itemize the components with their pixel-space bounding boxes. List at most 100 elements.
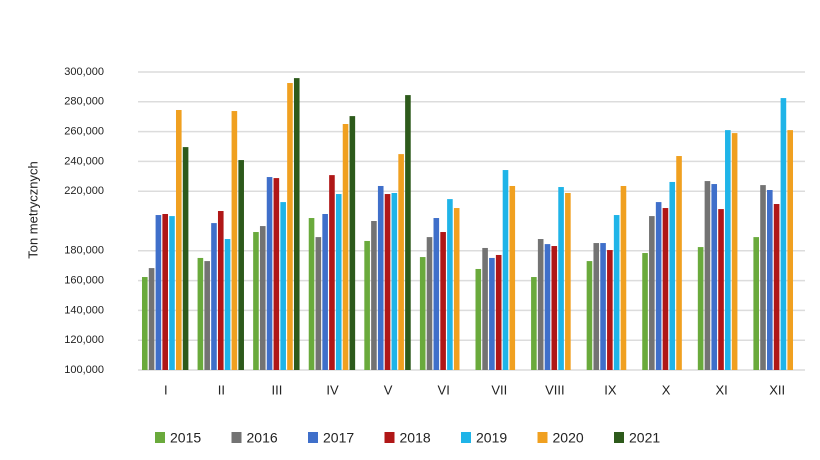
bar [308, 218, 315, 370]
bar [204, 261, 210, 370]
bar [531, 277, 537, 370]
bar [607, 250, 613, 370]
bar [773, 204, 780, 370]
y-tick-label: 180,000 [64, 245, 104, 257]
x-tick-label: IX [604, 382, 617, 397]
bar [551, 246, 558, 370]
y-tick-label: 220,000 [64, 185, 104, 197]
legend-label: 2018 [400, 430, 431, 446]
bar [211, 223, 217, 370]
bar [398, 154, 404, 370]
bar [342, 124, 349, 370]
bar [371, 221, 377, 370]
bar [731, 133, 738, 370]
bar [273, 178, 280, 370]
bar [433, 218, 440, 370]
x-tick-label: X [662, 382, 671, 397]
bar [224, 239, 231, 370]
bar [600, 243, 606, 370]
bar [377, 185, 384, 370]
y-tick-label: 100,000 [64, 364, 104, 376]
bar [613, 215, 620, 370]
y-tick-label: 260,000 [64, 126, 104, 138]
bar [287, 83, 293, 370]
bar [620, 185, 627, 370]
bar [315, 237, 322, 370]
legend-swatch [537, 432, 548, 443]
bar [426, 237, 433, 370]
bar [718, 209, 724, 370]
y-tick-label: 280,000 [64, 96, 104, 108]
bar [175, 109, 182, 371]
x-tick-label: III [272, 382, 283, 397]
x-tick-label: VI [438, 382, 450, 397]
y-tick-label: 160,000 [64, 275, 104, 287]
bar [787, 130, 794, 370]
bar [293, 78, 300, 370]
bar [217, 211, 224, 370]
bar [141, 277, 148, 370]
bar [155, 215, 162, 370]
legend-label: 2017 [323, 430, 354, 446]
y-tick-label: 140,000 [64, 304, 104, 316]
bar [238, 160, 244, 370]
bar [329, 175, 335, 370]
bar [593, 243, 600, 370]
bar [453, 208, 460, 370]
legend-swatch [231, 432, 242, 443]
bar [162, 213, 168, 370]
bar [697, 247, 704, 370]
bar [266, 177, 273, 370]
bar [676, 156, 682, 370]
bar [447, 199, 453, 370]
bar [182, 147, 189, 370]
x-tick-label: II [218, 382, 225, 397]
bar [148, 268, 155, 370]
y-tick-label: 240,000 [64, 155, 104, 167]
legend-label: 2020 [553, 430, 584, 446]
legend-swatch [155, 432, 165, 443]
legend-swatch [308, 432, 318, 443]
bar [558, 187, 564, 370]
bar [704, 181, 711, 370]
legend-swatch [461, 432, 471, 443]
bar [495, 254, 502, 370]
bar [231, 111, 238, 371]
bar [440, 232, 446, 370]
bar [780, 98, 787, 370]
bar [259, 226, 266, 370]
legend-swatch [384, 432, 395, 443]
bar [509, 185, 516, 370]
bar [565, 192, 571, 370]
bar [197, 257, 204, 370]
bar [649, 216, 655, 370]
bar [475, 268, 482, 370]
bar [482, 247, 488, 370]
y-tick-label: 120,000 [64, 334, 104, 346]
x-tick-label: V [384, 382, 393, 397]
bar [405, 95, 411, 370]
legend-label: 2021 [629, 430, 660, 446]
x-tick-label: IV [326, 382, 339, 397]
x-tick-label: VII [491, 382, 507, 397]
bar [169, 216, 175, 370]
bar [586, 261, 593, 370]
bar [384, 194, 391, 370]
x-tick-label: XII [769, 382, 785, 397]
x-tick-label: VIII [545, 382, 565, 397]
y-tick-label: 300,000 [64, 66, 104, 78]
bar [642, 253, 648, 370]
bar [253, 232, 259, 370]
legend-label: 2016 [247, 430, 278, 446]
bar [753, 237, 760, 370]
x-tick-label: XI [715, 382, 727, 397]
legend-label: 2015 [170, 430, 201, 446]
bar [364, 240, 370, 370]
bar [419, 257, 426, 370]
bar [322, 213, 328, 370]
x-tick-label: I [164, 382, 168, 397]
bar [544, 244, 551, 370]
bar [711, 184, 718, 370]
bar [767, 190, 773, 370]
